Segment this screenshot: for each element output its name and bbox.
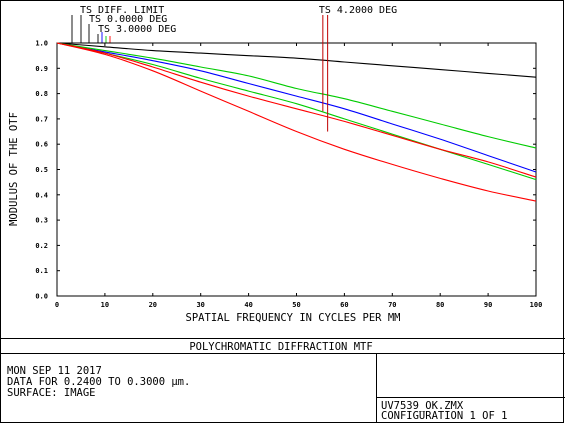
legend-label-3: TS 3.0000 DEG <box>98 24 176 35</box>
y-tick-label: 1.0 <box>35 40 48 48</box>
x-tick-label: 60 <box>340 301 348 309</box>
y-tick-label: 0.9 <box>35 65 48 73</box>
x-tick-label: 100 <box>530 301 543 309</box>
series-lines <box>56 42 537 202</box>
y-tick-label: 0.7 <box>35 115 48 123</box>
y-tick-label: 0.1 <box>35 267 48 275</box>
y-tick-label: 0.5 <box>35 166 48 174</box>
footer-wavelength: DATA FOR 0.2400 TO 0.3000 μm. <box>7 376 190 388</box>
legend-label-2: TS 0.0000 DEG <box>89 14 167 25</box>
footer-config: CONFIGURATION 1 OF 1 <box>381 410 507 422</box>
x-tick-label: 70 <box>388 301 396 309</box>
x-tick-label: 10 <box>101 301 109 309</box>
annotations: TS 4.2000 DEG <box>319 5 397 132</box>
y-tick-label: 0.2 <box>35 242 48 250</box>
y-tick-label: 0.0 <box>35 293 48 301</box>
footer-filename: UV7539_OK.ZMX <box>381 400 464 412</box>
y-axis-label: MODULUS OF THE OTF <box>8 112 20 226</box>
plot-frame <box>56 42 537 297</box>
x-tick-label: 40 <box>244 301 252 309</box>
x-tick-label: 50 <box>292 301 300 309</box>
annotation-label: TS 4.2000 DEG <box>319 5 397 16</box>
series-line-2 <box>56 42 537 173</box>
y-tick-label: 0.4 <box>35 191 48 199</box>
x-tick-label: 80 <box>436 301 444 309</box>
series-line-3 <box>56 42 537 149</box>
x-tick-label: 20 <box>149 301 157 309</box>
series-line-1 <box>56 42 537 78</box>
x-tick-label: 0 <box>55 301 59 309</box>
x-tick-label: 30 <box>196 301 204 309</box>
y-tick-label: 0.6 <box>35 141 48 149</box>
y-tick-label: 0.8 <box>35 90 48 98</box>
x-tick-label: 90 <box>484 301 492 309</box>
legend-label-1: TS DIFF. LIMIT <box>80 5 164 16</box>
axis-ticks: 0 10 20 30 40 50 60 70 80 90 100 0.0 0.1 0.2 0.3 0.4 0.5… <box>35 40 542 310</box>
series-line-5 <box>56 42 537 178</box>
series-line-4 <box>56 42 537 181</box>
series-line-6 <box>56 42 537 202</box>
y-tick-label: 0.3 <box>35 217 48 225</box>
x-axis-label: SPATIAL FREQUENCY IN CYCLES PER MM <box>186 312 401 324</box>
chart-title: POLYCHROMATIC DIFFRACTION MTF <box>189 341 372 353</box>
footer-surface: SURFACE: IMAGE <box>7 387 96 399</box>
footer-date: MON SEP 11 2017 <box>7 365 102 377</box>
